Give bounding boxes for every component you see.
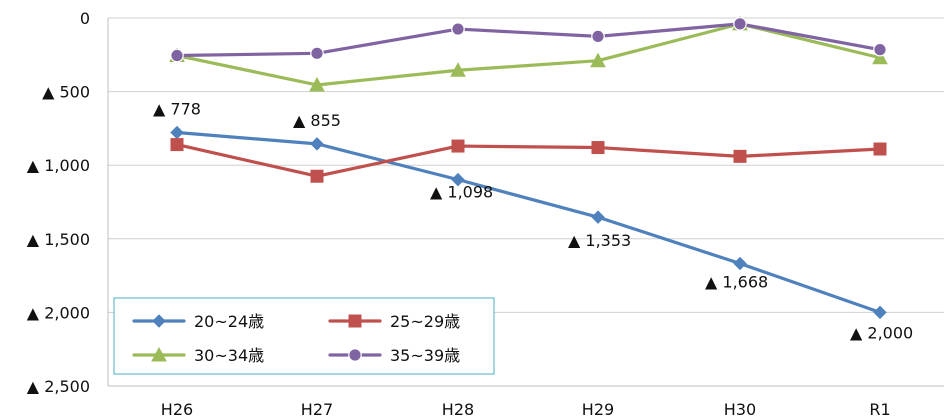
series-4-point xyxy=(310,46,324,61)
x-tick-label: H28 xyxy=(442,400,474,419)
series-2-point xyxy=(733,149,747,163)
y-tick-label: ▲ 1,000 xyxy=(27,156,90,175)
legend-label-2: 25~29歳 xyxy=(390,312,460,331)
y-tick-label: ▲ 1,500 xyxy=(27,230,90,249)
data-label: ▲ 2,000 xyxy=(850,323,913,342)
series-line-4 xyxy=(175,22,882,58)
series-1-point xyxy=(451,172,465,187)
data-label: ▲ 855 xyxy=(293,111,341,130)
data-label: ▲ 1,098 xyxy=(430,183,493,202)
series-4-point xyxy=(873,42,887,57)
series-3-point xyxy=(872,49,888,65)
series-line-1 xyxy=(175,130,882,314)
series-3-point xyxy=(309,76,325,92)
legend-marker-1 xyxy=(152,314,166,328)
series-1-point xyxy=(733,256,747,271)
y-tick-label: 0 xyxy=(80,9,90,28)
legend-label-3: 30~34歳 xyxy=(194,346,264,365)
series-1-point xyxy=(873,305,887,320)
x-tick-label: H26 xyxy=(161,400,193,419)
series-2-point xyxy=(451,139,465,153)
y-tick-label: ▲ 2,500 xyxy=(27,377,90,396)
y-tick-label: ▲ 500 xyxy=(42,83,90,102)
legend-marker-3 xyxy=(151,346,167,362)
series-2-point xyxy=(591,141,605,155)
series-2-point xyxy=(170,138,184,152)
x-tick-label: H30 xyxy=(724,400,756,419)
y-tick-label: ▲ 2,000 xyxy=(27,303,90,322)
series-4-point xyxy=(170,48,184,63)
data-label: ▲ 1,353 xyxy=(568,231,631,250)
series-4-point xyxy=(591,29,605,44)
series-3-point xyxy=(450,62,466,77)
series-2-point xyxy=(873,142,887,156)
legend-label-4: 35~39歳 xyxy=(390,346,460,365)
x-tick-label: R1 xyxy=(869,400,890,419)
series-line-2 xyxy=(175,142,882,178)
series-2-point xyxy=(310,169,324,183)
legend-marker-4 xyxy=(348,348,362,362)
x-tick-label: H29 xyxy=(582,400,614,419)
legend-label-1: 20~24歳 xyxy=(194,312,264,331)
data-label: ▲ 778 xyxy=(153,100,201,119)
series-1-point xyxy=(310,137,324,151)
series-4-point xyxy=(451,22,465,36)
series-1-point xyxy=(170,125,184,140)
x-tick-label: H27 xyxy=(301,400,333,419)
series-1-point xyxy=(591,210,605,224)
series-4-point xyxy=(733,17,747,31)
legend-marker-2 xyxy=(348,314,362,328)
legend-box xyxy=(113,297,495,375)
series-3-point xyxy=(590,52,606,68)
data-label: ▲ 1,668 xyxy=(705,273,768,292)
